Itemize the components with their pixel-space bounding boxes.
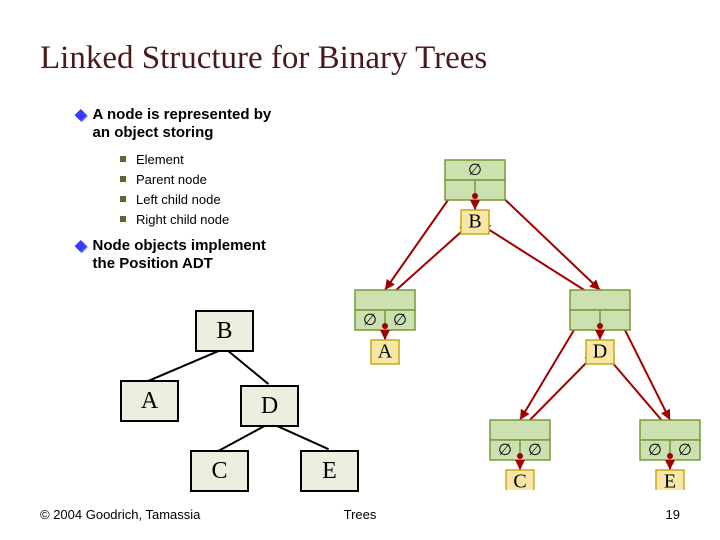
bullet-2: ◆Node objects implement ◆the Position AD…	[75, 236, 266, 272]
diamond-icon: ◆	[75, 236, 87, 254]
linked-structure-diagram: B∅A∅∅DC∅∅E∅∅	[320, 110, 720, 490]
footer-page: 19	[666, 507, 680, 522]
concept-edge	[223, 346, 269, 385]
sub-bullet-0-text: Element	[136, 152, 184, 167]
svg-text:D: D	[593, 341, 607, 363]
sub-bullet-0: Element	[120, 152, 184, 167]
bullet-1: ◆A node is represented by ◆an object sto…	[75, 105, 271, 141]
sub-bullet-3-text: Right child node	[136, 212, 229, 227]
square-icon	[120, 216, 126, 222]
sub-bullet-2: Left child node	[120, 192, 221, 207]
sub-bullet-3: Right child node	[120, 212, 229, 227]
svg-text:∅: ∅	[363, 312, 377, 329]
svg-text:∅: ∅	[468, 162, 482, 179]
concept-node-A: A	[120, 380, 179, 422]
bullet-1-line1: A node is represented by	[93, 106, 272, 123]
sub-bullet-1: Parent node	[120, 172, 207, 187]
bullet-2-line1: Node objects implement	[93, 237, 266, 254]
diamond-icon: ◆	[75, 105, 87, 123]
svg-text:B: B	[468, 211, 481, 233]
svg-text:∅: ∅	[528, 442, 542, 459]
concept-edge	[148, 348, 224, 382]
svg-text:∅: ∅	[393, 312, 407, 329]
sub-bullet-1-text: Parent node	[136, 172, 207, 187]
footer-section: Trees	[0, 507, 720, 522]
svg-text:∅: ∅	[648, 442, 662, 459]
square-icon	[120, 176, 126, 182]
square-icon	[120, 196, 126, 202]
concept-node-C: C	[190, 450, 249, 492]
svg-text:E: E	[664, 471, 676, 490]
bullet-1-line2: an object storing	[93, 124, 214, 141]
page-title: Linked Structure for Binary Trees	[40, 40, 487, 77]
concept-edge	[218, 423, 269, 452]
svg-text:∅: ∅	[498, 442, 512, 459]
concept-node-B: B	[195, 310, 254, 352]
sub-bullet-2-text: Left child node	[136, 192, 221, 207]
bullet-2-line2: the Position ADT	[93, 255, 213, 272]
square-icon	[120, 156, 126, 162]
concept-node-D: D	[240, 385, 299, 427]
svg-text:A: A	[378, 341, 393, 363]
svg-text:∅: ∅	[678, 442, 692, 459]
svg-text:C: C	[513, 471, 526, 490]
